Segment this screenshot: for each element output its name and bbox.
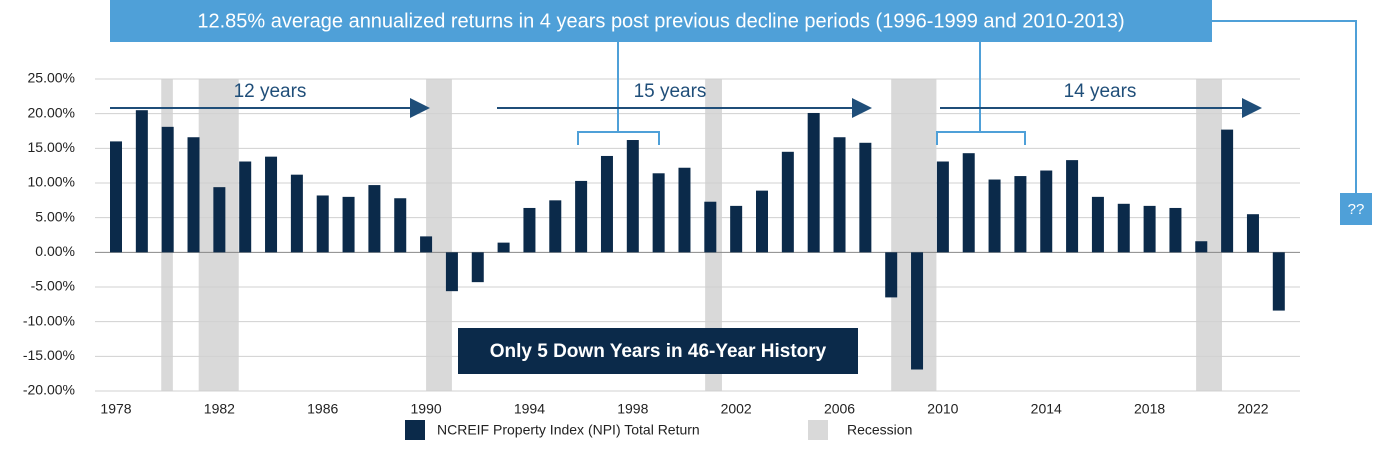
bar xyxy=(316,195,329,253)
bar xyxy=(445,252,458,292)
bar xyxy=(678,167,691,253)
x-tick-label: 2018 xyxy=(1134,401,1165,417)
bar xyxy=(1014,176,1027,253)
bar xyxy=(239,161,252,253)
x-tick-label: 2014 xyxy=(1031,401,1062,417)
y-tick-label: 15.00% xyxy=(28,139,75,155)
bar xyxy=(859,142,872,253)
bar xyxy=(962,153,975,253)
bar xyxy=(575,180,588,253)
bracket xyxy=(936,42,1026,145)
bar xyxy=(1195,241,1208,253)
legend-label: Recession xyxy=(847,422,912,438)
bar xyxy=(342,196,355,253)
bar xyxy=(936,161,949,253)
y-tick-label: -15.00% xyxy=(23,347,75,363)
bar xyxy=(549,200,562,253)
bar xyxy=(1091,196,1104,253)
legend-swatch xyxy=(808,420,828,440)
bar xyxy=(420,236,433,253)
recession-band xyxy=(1196,79,1222,391)
bar xyxy=(1272,252,1285,311)
legend-swatch xyxy=(405,420,425,440)
bar xyxy=(213,187,226,253)
bar xyxy=(988,179,1001,253)
bar xyxy=(187,137,200,253)
y-tick-label: 10.00% xyxy=(28,174,75,190)
bar xyxy=(652,173,665,253)
y-tick-label: -20.00% xyxy=(23,382,75,398)
bar xyxy=(135,110,148,253)
x-tick-label: 1982 xyxy=(204,401,235,417)
bar xyxy=(523,207,536,253)
y-tick-label: 0.00% xyxy=(35,243,75,259)
chart-title: 12.85% average annualized returns in 4 y… xyxy=(197,10,1124,32)
bar xyxy=(1221,129,1234,253)
callout: Only 5 Down Years in 46-Year History xyxy=(490,341,827,362)
y-tick-label: -5.00% xyxy=(31,278,75,294)
bar xyxy=(1040,170,1053,253)
bar xyxy=(1169,207,1182,253)
annotation: 15 years xyxy=(634,81,707,102)
bar xyxy=(704,201,717,253)
x-tick-label: 2002 xyxy=(721,401,752,417)
bar xyxy=(626,140,639,253)
bar xyxy=(1066,160,1079,253)
bracket xyxy=(577,42,660,145)
x-tick-label: 1994 xyxy=(514,401,545,417)
bar xyxy=(471,252,484,283)
bar xyxy=(265,156,278,253)
bar xyxy=(600,155,613,253)
bar xyxy=(807,112,820,253)
bar xyxy=(833,137,846,253)
annotation: 14 years xyxy=(1064,81,1137,102)
bar xyxy=(161,126,174,253)
bar xyxy=(1246,214,1259,253)
bar xyxy=(756,190,768,253)
note-box xyxy=(1340,193,1372,225)
x-tick-label: 1978 xyxy=(100,401,131,417)
y-tick-label: 5.00% xyxy=(35,208,75,224)
bar xyxy=(911,252,924,370)
bar xyxy=(1117,203,1130,253)
title-box xyxy=(110,0,1212,42)
x-tick-label: 2006 xyxy=(824,401,855,417)
recession-band xyxy=(426,79,452,391)
annotation: 12 years xyxy=(234,81,307,102)
bar xyxy=(885,252,898,298)
bar xyxy=(781,151,794,253)
x-tick-label: 2010 xyxy=(927,401,958,417)
y-tick-label: 20.00% xyxy=(28,104,75,120)
bar xyxy=(368,185,381,253)
bar xyxy=(730,205,743,253)
y-tick-label: -10.00% xyxy=(23,312,75,328)
note: ?? xyxy=(1348,201,1365,218)
x-tick-label: 2022 xyxy=(1237,401,1268,417)
callout-box xyxy=(458,328,858,374)
bar xyxy=(497,242,510,253)
x-tick-label: 1986 xyxy=(307,401,338,417)
bar xyxy=(290,174,303,253)
y-tick-label: 25.00% xyxy=(28,70,75,86)
plot-underlay: -20.00% -15.00% -10.00% -5.00% 0.00% 5.00% 10.… xyxy=(23,70,1300,398)
legend-label: NCREIF Property Index (NPI) Total Return xyxy=(437,422,700,438)
connector xyxy=(1212,20,1357,193)
x-tick-label: 1998 xyxy=(617,401,648,417)
bar xyxy=(394,198,407,253)
bar xyxy=(110,141,122,253)
plot: 1978 1982 1986 1990 1994 1998 2002 2006 2010 2014… xyxy=(100,110,1285,417)
x-tick-label: 1990 xyxy=(411,401,442,417)
bar xyxy=(1143,205,1156,253)
